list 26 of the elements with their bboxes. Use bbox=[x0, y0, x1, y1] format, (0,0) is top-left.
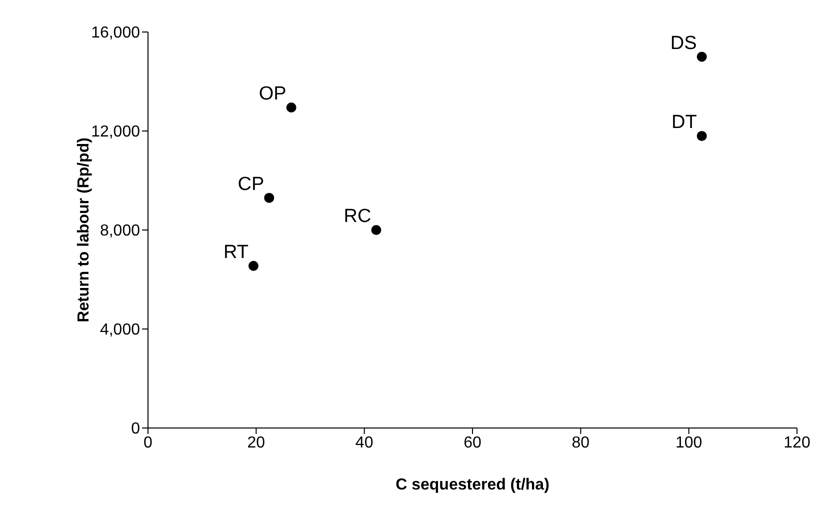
y-tick-label: 0 bbox=[131, 420, 140, 438]
series-label: DS bbox=[670, 32, 697, 54]
series-label: OP bbox=[258, 83, 286, 104]
point bbox=[371, 225, 382, 235]
x-tick-label: 80 bbox=[572, 434, 590, 452]
point bbox=[696, 130, 707, 141]
series-label: DT bbox=[671, 112, 698, 133]
x-tick-label: 100 bbox=[675, 434, 702, 452]
point bbox=[286, 102, 296, 112]
x-tick-label: 20 bbox=[247, 434, 266, 452]
point bbox=[696, 52, 707, 62]
x-tick-label: 40 bbox=[355, 434, 374, 452]
y-tick-label: 16,000 bbox=[91, 24, 140, 42]
series-label: RC bbox=[344, 206, 372, 227]
series-label: CP bbox=[238, 174, 264, 195]
y-tick-label: 4,000 bbox=[100, 322, 140, 339]
series-label: RT bbox=[223, 242, 249, 263]
y-axis-title: Return to labour (Rp/pd) bbox=[76, 138, 93, 322]
point bbox=[248, 260, 258, 271]
x-tick-label: 60 bbox=[464, 434, 482, 452]
y-tick-label: 8,000 bbox=[100, 222, 140, 240]
y-tick-label: 12,000 bbox=[91, 124, 140, 141]
x-tick-label: 120 bbox=[784, 434, 810, 452]
point bbox=[264, 192, 274, 203]
x-axis-title: C sequestered (t/ha) bbox=[396, 476, 550, 494]
x-tick-label: 0 bbox=[144, 434, 153, 452]
